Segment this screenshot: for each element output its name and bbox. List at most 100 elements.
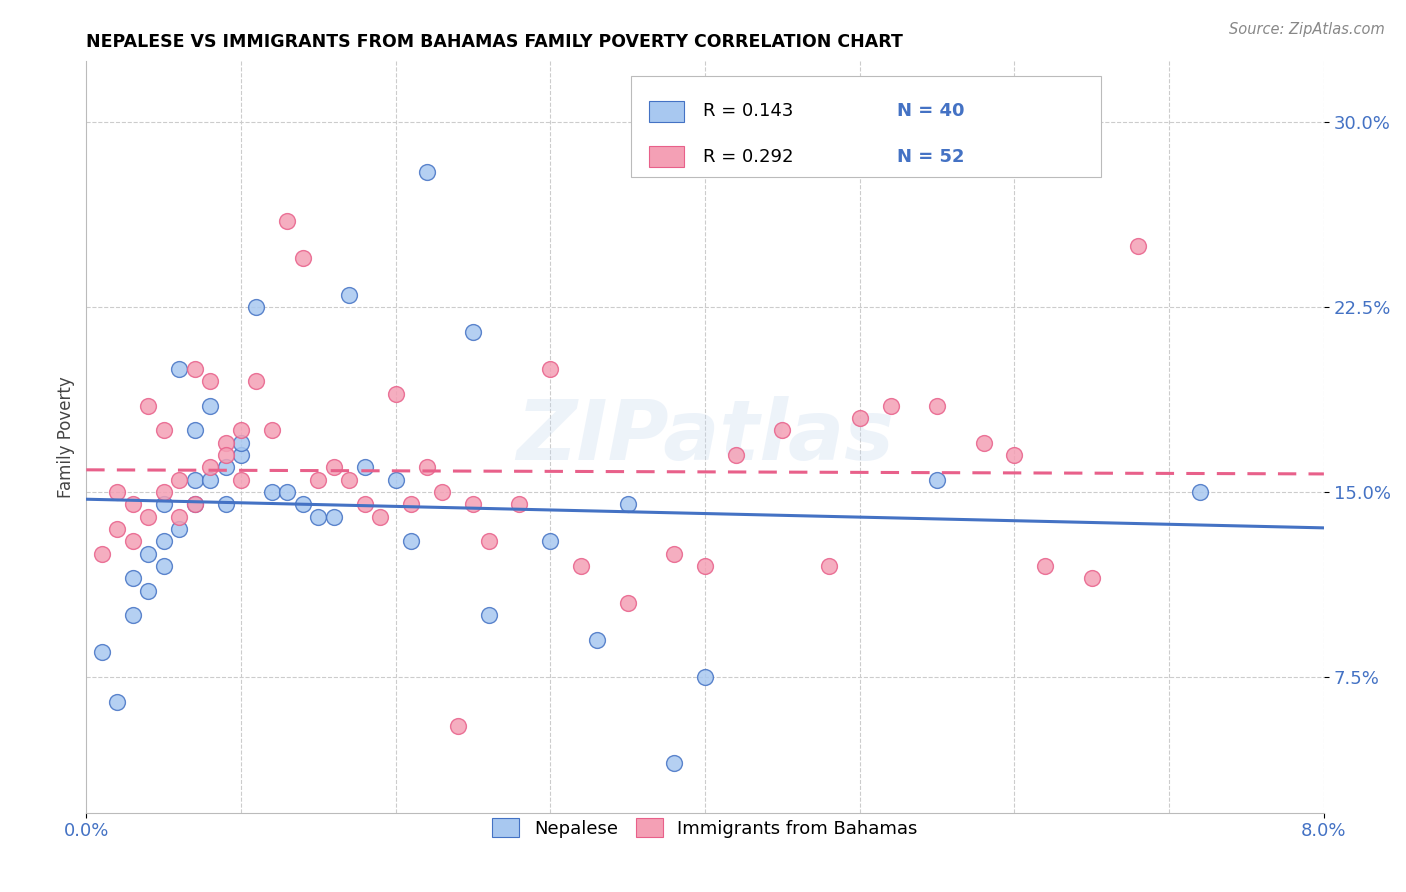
Text: R = 0.143: R = 0.143	[703, 103, 793, 120]
Point	[183, 473, 205, 487]
Point	[198, 460, 221, 475]
Point	[121, 498, 143, 512]
Point	[136, 583, 159, 598]
Point	[152, 534, 174, 549]
Point	[322, 509, 344, 524]
Point	[307, 473, 329, 487]
Point	[322, 460, 344, 475]
Point	[461, 325, 484, 339]
Point	[183, 362, 205, 376]
Point	[90, 547, 112, 561]
Point	[585, 633, 607, 648]
Point	[384, 473, 406, 487]
Point	[214, 460, 236, 475]
Point	[260, 485, 283, 500]
Point	[927, 399, 949, 413]
Point	[152, 559, 174, 574]
Point	[384, 386, 406, 401]
FancyBboxPatch shape	[631, 76, 1101, 178]
FancyBboxPatch shape	[650, 146, 685, 168]
Point	[508, 498, 530, 512]
Point	[616, 498, 638, 512]
Text: N = 40: N = 40	[897, 103, 965, 120]
Point	[214, 435, 236, 450]
Point	[477, 608, 499, 623]
Text: N = 52: N = 52	[897, 148, 965, 166]
Point	[136, 547, 159, 561]
Point	[337, 473, 360, 487]
Point	[693, 670, 716, 684]
Point	[229, 435, 252, 450]
Point	[353, 498, 375, 512]
Point	[183, 424, 205, 438]
Legend: Nepalese, Immigrants from Bahamas: Nepalese, Immigrants from Bahamas	[485, 811, 925, 845]
Point	[167, 509, 190, 524]
Point	[245, 374, 267, 388]
Point	[167, 473, 190, 487]
Point	[569, 559, 592, 574]
Point	[353, 460, 375, 475]
Point	[461, 498, 484, 512]
Point	[1189, 485, 1212, 500]
Point	[973, 435, 995, 450]
Point	[1081, 571, 1104, 585]
Text: Source: ZipAtlas.com: Source: ZipAtlas.com	[1229, 22, 1385, 37]
Point	[276, 214, 298, 228]
Point	[399, 534, 422, 549]
Point	[538, 534, 561, 549]
Point	[136, 509, 159, 524]
Point	[1128, 238, 1150, 252]
Point	[214, 448, 236, 462]
Point	[772, 424, 794, 438]
Point	[1004, 448, 1026, 462]
Point	[415, 460, 437, 475]
Text: R = 0.292: R = 0.292	[703, 148, 793, 166]
Point	[167, 522, 190, 536]
Point	[198, 399, 221, 413]
Point	[337, 288, 360, 302]
Point	[183, 498, 205, 512]
Point	[724, 448, 747, 462]
Point	[399, 498, 422, 512]
FancyBboxPatch shape	[650, 101, 685, 122]
Point	[430, 485, 453, 500]
Point	[245, 300, 267, 314]
Point	[229, 424, 252, 438]
Point	[198, 473, 221, 487]
Point	[183, 498, 205, 512]
Point	[616, 596, 638, 610]
Point	[214, 498, 236, 512]
Point	[152, 424, 174, 438]
Point	[276, 485, 298, 500]
Point	[880, 399, 903, 413]
Point	[291, 498, 314, 512]
Point	[121, 534, 143, 549]
Point	[260, 424, 283, 438]
Point	[818, 559, 841, 574]
Point	[105, 695, 128, 709]
Text: ZIPatlas: ZIPatlas	[516, 396, 894, 477]
Point	[693, 559, 716, 574]
Text: NEPALESE VS IMMIGRANTS FROM BAHAMAS FAMILY POVERTY CORRELATION CHART: NEPALESE VS IMMIGRANTS FROM BAHAMAS FAMI…	[86, 33, 903, 51]
Point	[152, 485, 174, 500]
Point	[446, 719, 468, 733]
Y-axis label: Family Poverty: Family Poverty	[58, 376, 75, 498]
Point	[538, 362, 561, 376]
Point	[662, 756, 685, 771]
Point	[849, 411, 872, 425]
Point	[662, 547, 685, 561]
Point	[152, 498, 174, 512]
Point	[1035, 559, 1057, 574]
Point	[415, 164, 437, 178]
Point	[927, 473, 949, 487]
Point	[90, 645, 112, 659]
Point	[105, 522, 128, 536]
Point	[198, 374, 221, 388]
Point	[105, 485, 128, 500]
Point	[136, 399, 159, 413]
Point	[477, 534, 499, 549]
Point	[368, 509, 391, 524]
Point	[229, 448, 252, 462]
Point	[291, 251, 314, 265]
Point	[229, 473, 252, 487]
